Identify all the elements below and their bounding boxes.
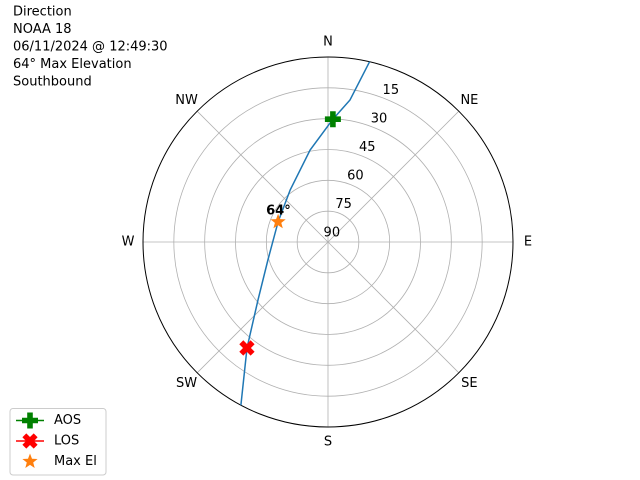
theta-tick-label: SE (461, 376, 477, 391)
grid-spoke (196, 110, 329, 243)
r-tick-label: 30 (371, 111, 388, 126)
info-text: NOAA 18 (13, 22, 72, 37)
r-tick-label: 60 (347, 168, 364, 183)
theta-tick-label: SW (176, 376, 197, 391)
theta-tick-label: N (323, 35, 333, 50)
grid-spoke (327, 241, 460, 374)
r-tick-label: 15 (383, 83, 400, 98)
info-text: Southbound (13, 75, 92, 90)
theta-tick-label: NW (175, 93, 198, 108)
marker-x (239, 340, 255, 356)
theta-tick-label: NE (460, 93, 478, 108)
legend-marker (22, 433, 38, 449)
r-tick-label: 90 (324, 225, 341, 240)
legend-box (9, 408, 107, 476)
r-tick-label: 45 (359, 140, 376, 155)
grid-spoke (327, 110, 460, 243)
grid-spoke (196, 241, 329, 374)
theta-tick-label: W (122, 235, 135, 250)
theta-tick-label: E (524, 235, 532, 250)
marker-star (270, 213, 286, 229)
legend-marker (22, 453, 38, 468)
theta-tick-label: S (324, 435, 332, 450)
info-text: 06/11/2024 @ 12:49:30 (13, 40, 168, 55)
info-text: Direction (13, 5, 72, 20)
track-line (240, 61, 371, 406)
annotation: 64° (266, 203, 291, 218)
legend-marker (22, 412, 38, 429)
marker-plus (324, 111, 341, 128)
outer-circle (142, 56, 514, 428)
legend-label: LOS (54, 434, 79, 449)
info-text: 64° Max Elevation (13, 57, 132, 72)
legend-label: AOS (54, 413, 81, 428)
legend-label: Max El (54, 454, 97, 469)
r-tick-label: 75 (335, 197, 352, 212)
